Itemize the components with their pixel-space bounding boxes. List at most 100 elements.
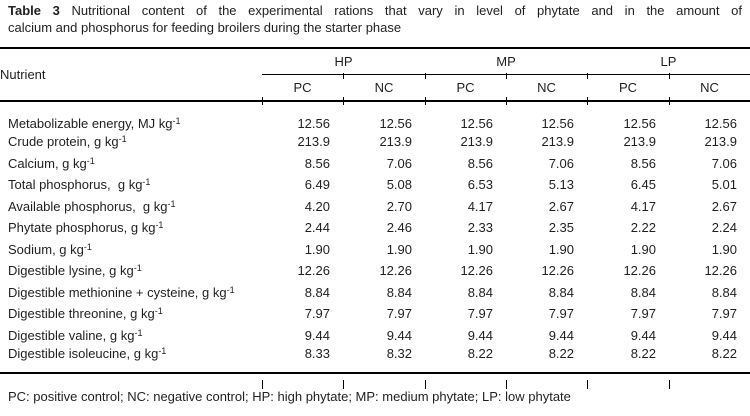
value-cell: 7.97 xyxy=(467,306,493,322)
row-label-text: Digestible methionine + cysteine, g kg xyxy=(8,284,227,300)
value-cell: 12.56 xyxy=(297,116,330,131)
value-cell: 213.9 xyxy=(297,134,330,150)
value-cell: 7.06 xyxy=(386,155,412,171)
value-cell: 9.44 xyxy=(711,327,737,343)
value-cell: 6.53 xyxy=(467,177,493,193)
value-cell: 2.24 xyxy=(711,220,737,236)
sub-header-mp-nc: NC xyxy=(506,74,587,102)
nutrient-table: Nutrient HP MP LP PC NC PC NC PC NC Meta… xyxy=(0,47,750,374)
row-label-text: Digestible threonine, g kg xyxy=(8,306,155,322)
value-cell: 5.13 xyxy=(548,177,574,193)
column-boundary-tick xyxy=(587,380,588,389)
value-cell: 7.06 xyxy=(711,155,737,171)
row-label: Available phosphorus, g kg-1 xyxy=(0,196,262,218)
row-label-text: Digestible lysine, g kg xyxy=(8,263,134,279)
caption-text-line-2: calcium and phosphorus for feeding broil… xyxy=(8,20,402,35)
row-label: Sodium, g kg-1 xyxy=(0,239,262,261)
value-cell: 9.44 xyxy=(630,327,656,343)
caption-text-line-1: Nutritional content of the experimental … xyxy=(71,3,742,18)
group-header-lp: LP xyxy=(587,48,750,75)
value-cell: 5.01 xyxy=(711,177,737,193)
unit-superscript: -1 xyxy=(154,306,163,317)
unit-superscript: -1 xyxy=(134,327,143,338)
table-row: Metabolizable energy, MJ kg-1 12.56 12.56 1… xyxy=(0,101,750,131)
table-row: Calcium, g kg-1 8.56 7.06 8.56 7.06 8.56 7.06 xyxy=(0,153,750,175)
table-row: Available phosphorus, g kg-1 4.20 2.70 4.17… xyxy=(0,196,750,218)
column-boundary-tick xyxy=(425,380,426,389)
table-footnote: PC: positive control; NC: negative contr… xyxy=(8,389,571,404)
table-caption: Table 3 Nutritional content of the exper… xyxy=(8,2,742,36)
row-label-text: Phytate phosphorus, g kg xyxy=(8,220,156,236)
column-boundary-tick xyxy=(587,73,588,79)
row-label-text: Digestible valine, g kg xyxy=(8,327,135,343)
unit-superscript: -1 xyxy=(158,346,167,356)
group-header-hp: HP xyxy=(262,48,425,75)
row-label: Metabolizable energy, MJ kg-1 xyxy=(0,101,262,131)
value-cell: 12.56 xyxy=(704,116,737,131)
value-cell: 12.56 xyxy=(623,116,656,131)
value-cell: 2.67 xyxy=(711,198,737,214)
value-cell: 2.44 xyxy=(304,220,330,236)
value-cell: 1.90 xyxy=(304,241,330,257)
table-row: Sodium, g kg-1 1.90 1.90 1.90 1.90 1.90 1.90 xyxy=(0,239,750,261)
table-body: Metabolizable energy, MJ kg-1 12.56 12.56 1… xyxy=(0,101,750,373)
value-cell: 9.44 xyxy=(548,327,574,343)
value-cell: 213.9 xyxy=(623,134,656,150)
value-cell: 7.97 xyxy=(711,306,737,322)
value-cell: 4.17 xyxy=(630,198,656,214)
column-boundary-tick xyxy=(587,97,588,105)
value-cell: 7.97 xyxy=(304,306,330,322)
group-header-mp: MP xyxy=(425,48,587,75)
row-label-text: Available phosphorus, g kg xyxy=(8,198,168,214)
column-header-nutrient: Nutrient xyxy=(0,48,262,102)
value-cell: 2.35 xyxy=(548,220,574,236)
value-cell: 12.26 xyxy=(541,263,574,279)
value-cell: 9.44 xyxy=(386,327,412,343)
column-boundary-tick xyxy=(506,73,507,79)
value-cell: 213.9 xyxy=(460,134,493,150)
value-cell: 4.17 xyxy=(467,198,493,214)
value-cell: 1.90 xyxy=(630,241,656,257)
value-cell: 7.06 xyxy=(548,155,574,171)
unit-superscript: -1 xyxy=(142,177,151,188)
column-boundary-tick xyxy=(262,380,263,389)
sub-header-lp-pc: PC xyxy=(587,74,669,102)
value-cell: 213.9 xyxy=(541,134,574,150)
table-row: Crude protein, g kg-1 213.9 213.9 213.9 213.… xyxy=(0,131,750,153)
row-label: Digestible lysine, g kg-1 xyxy=(0,260,262,282)
row-label-text: Sodium, g kg xyxy=(8,241,84,257)
unit-superscript: -1 xyxy=(226,284,235,295)
value-cell: 7.97 xyxy=(548,306,574,322)
table-row: Phytate phosphorus, g kg-1 2.44 2.46 2.33 2.… xyxy=(0,217,750,239)
value-cell: 8.56 xyxy=(630,155,656,171)
value-cell: 1.90 xyxy=(548,241,574,257)
value-cell: 2.46 xyxy=(386,220,412,236)
sub-header-hp-nc: NC xyxy=(343,74,425,102)
value-cell: 1.90 xyxy=(386,241,412,257)
group-header-row: Nutrient HP MP LP xyxy=(0,48,750,102)
value-cell: 12.26 xyxy=(704,263,737,279)
value-cell: 8.22 xyxy=(467,346,493,361)
column-boundary-tick xyxy=(262,97,263,105)
value-cell: 12.26 xyxy=(623,263,656,279)
sub-header-lp-nc: NC xyxy=(669,74,750,102)
unit-superscript: -1 xyxy=(86,155,95,166)
table-header: Nutrient HP MP LP PC NC PC NC PC NC xyxy=(0,48,750,102)
table-row: Digestible isoleucine, g kg-1 8.33 8.32 8.2… xyxy=(0,346,750,373)
column-boundary-tick xyxy=(425,97,426,105)
caption-line-1: Table 3 Nutritional content of the exper… xyxy=(8,2,742,19)
row-label: Digestible threonine, g kg-1 xyxy=(0,303,262,325)
row-label-text: Calcium, g kg xyxy=(8,155,87,171)
value-cell: 213.9 xyxy=(379,134,412,150)
table-row: Digestible threonine, g kg-1 7.97 7.97 7.97… xyxy=(0,303,750,325)
value-cell: 8.56 xyxy=(467,155,493,171)
value-cell: 213.9 xyxy=(704,134,737,150)
value-cell: 7.97 xyxy=(386,306,412,322)
unit-superscript: -1 xyxy=(167,198,176,209)
value-cell: 8.84 xyxy=(548,284,574,300)
column-boundary-tick xyxy=(506,97,507,105)
value-cell: 8.22 xyxy=(630,346,656,361)
row-label-text: Metabolizable energy, MJ kg xyxy=(8,116,173,131)
column-boundary-tick xyxy=(506,380,507,389)
